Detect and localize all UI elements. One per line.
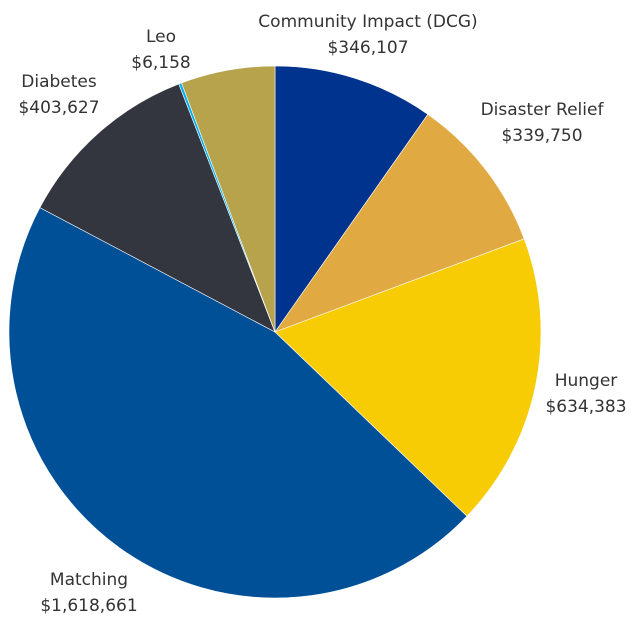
slice-value-hunger: $634,383	[545, 397, 626, 417]
pie-slice-slice-6	[181, 65, 276, 333]
slice-label-disaster-relief: Disaster Relief	[481, 100, 605, 120]
slice-value-diabetes: $403,627	[18, 98, 99, 118]
pie-slices	[8, 65, 542, 599]
slice-label-matching: Matching	[50, 570, 128, 590]
slice-value-community-impact-dcg: $346,107	[327, 38, 408, 58]
pie-slice-diabetes	[39, 83, 276, 333]
pie-slice-hunger	[274, 238, 542, 517]
pie-slice-disaster-relief	[274, 113, 525, 333]
pie-slice-matching	[8, 207, 468, 599]
pie-labels: Community Impact (DCG) $346,107 Disaster R…	[18, 12, 626, 616]
pie-slice-community-impact-dcg	[274, 65, 429, 333]
slice-value-leo: $6,158	[131, 53, 190, 73]
slice-label-hunger: Hunger	[555, 371, 618, 391]
slice-label-community-impact-dcg: Community Impact (DCG)	[258, 12, 477, 32]
slice-value-disaster-relief: $339,750	[501, 126, 582, 146]
slice-label-diabetes: Diabetes	[21, 72, 97, 92]
slice-value-matching: $1,618,661	[40, 596, 137, 616]
slice-label-leo: Leo	[146, 27, 176, 47]
